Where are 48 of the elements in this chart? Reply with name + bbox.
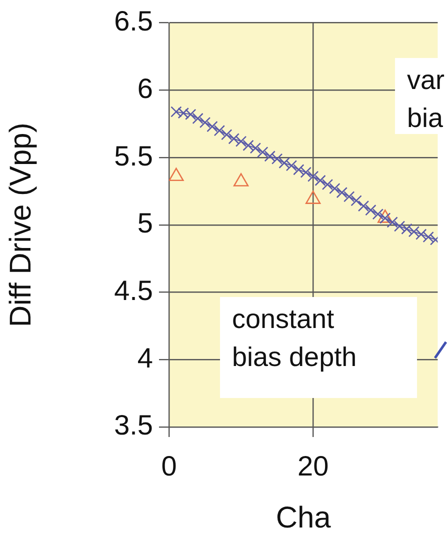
point	[235, 136, 247, 147]
x-tick-label: 0	[161, 450, 177, 482]
point	[329, 182, 340, 194]
point	[206, 120, 218, 132]
point	[350, 195, 362, 206]
point	[408, 226, 420, 238]
point	[278, 157, 290, 169]
annotation: constant bias depth	[232, 304, 357, 372]
point	[271, 153, 283, 164]
point	[300, 166, 312, 178]
point	[394, 220, 406, 232]
point	[221, 129, 232, 140]
point	[358, 200, 370, 212]
point	[178, 107, 190, 119]
point	[314, 174, 326, 186]
point	[401, 223, 412, 235]
point	[286, 160, 298, 172]
x-axis-title: Cha	[276, 501, 332, 534]
point	[214, 124, 226, 136]
point	[250, 142, 262, 154]
point	[264, 150, 276, 162]
point	[307, 170, 319, 182]
point	[336, 186, 348, 198]
y-tick-label: 6.5	[114, 6, 153, 37]
y-tick-label: 5	[137, 208, 153, 239]
y-tick-label: 4	[137, 342, 153, 374]
point	[416, 228, 427, 240]
point	[322, 178, 334, 190]
point	[242, 140, 254, 152]
point	[185, 108, 196, 120]
point	[228, 133, 240, 144]
y-tick-label: 3.5	[114, 410, 153, 441]
y-tick-label: 4.5	[114, 274, 153, 306]
point	[257, 146, 268, 158]
point	[386, 216, 398, 228]
y-tick-label: 5.5	[114, 140, 153, 172]
point	[365, 204, 376, 216]
point	[293, 164, 304, 176]
point	[170, 106, 182, 118]
point	[422, 231, 434, 243]
annotation: var bia	[407, 64, 445, 133]
point	[372, 208, 384, 220]
y-tick-label: 6	[137, 72, 153, 104]
point	[343, 191, 355, 202]
x-tick-label: 20	[297, 450, 329, 482]
point	[199, 116, 211, 128]
point	[192, 112, 204, 124]
y-axis-title: Diff Drive (Vpp)	[4, 122, 38, 328]
